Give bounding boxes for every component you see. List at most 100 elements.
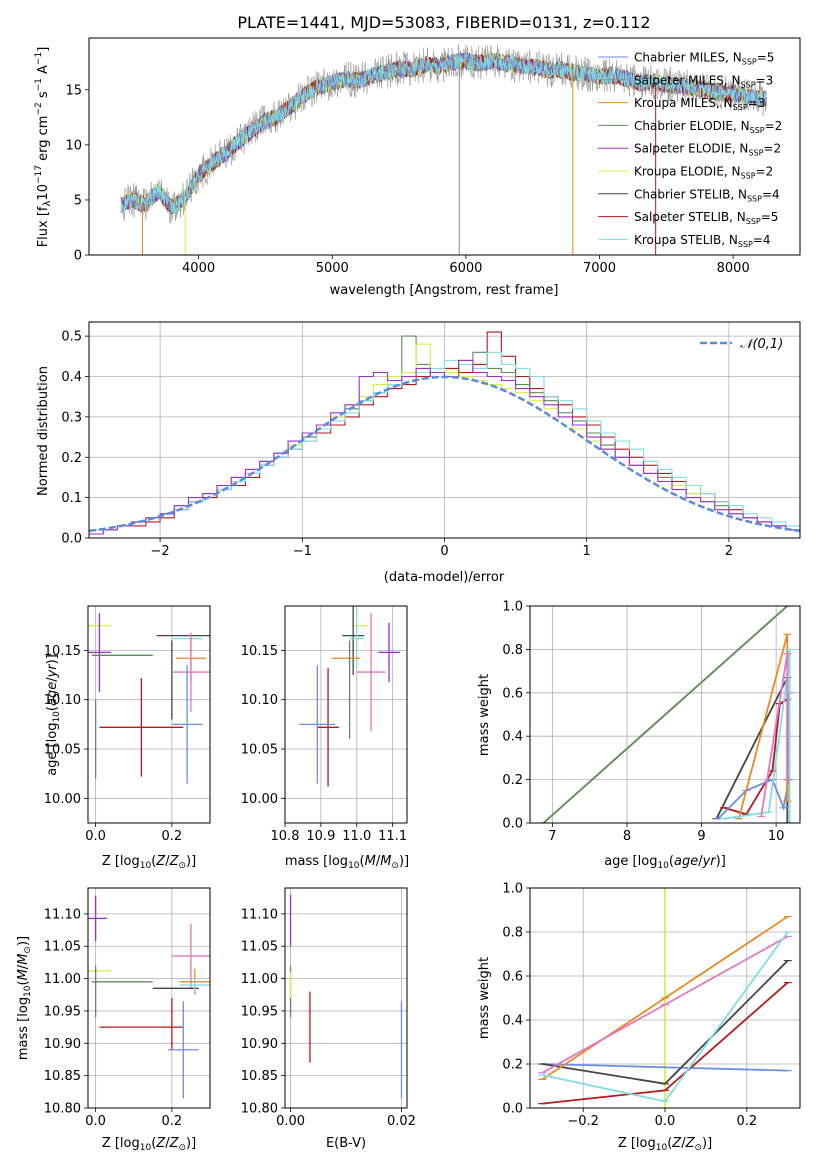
legend-count: =2 — [763, 142, 781, 156]
y-tick-label: 0.0 — [61, 532, 82, 547]
panel-mass-weight-age: 7 8 9 10 0.0 0.2 0.4 0.6 0.8 1.0 age [log10(age/y… — [477, 600, 801, 871]
legend-count: =5 — [761, 210, 779, 224]
axes-frame — [88, 321, 801, 539]
y-tick-label: 0.0 — [502, 1102, 523, 1117]
mass-weight-z-plot: −0.2 0.0 0.2 0.0 0.2 0.4 0.6 0.8 1.0 — [502, 882, 801, 1129]
mass-weight-age-plot: 7 8 9 10 0.0 0.2 0.4 0.6 0.8 1.0 — [502, 600, 801, 844]
y-tick-label: 10.85 — [241, 1069, 278, 1084]
mass-weight-line — [760, 653, 789, 817]
x-tick-label: 0.2 — [162, 829, 183, 844]
y-tick-label: 10.90 — [44, 1037, 81, 1052]
y-tick-label: 11.10 — [241, 907, 278, 922]
axes-frame — [284, 605, 408, 824]
y-tick-label: 15 — [65, 83, 82, 98]
histogram-step — [89, 359, 800, 535]
y-tick-label: 10.15 — [44, 644, 81, 659]
y-tick-label: 10.80 — [241, 1102, 278, 1117]
mass-weight-age-ylabel: mass weight — [477, 674, 492, 756]
mass-vs-z-plot: 0.0 0.2 10.80 10.85 10.90 10.95 11.00 11.05 11.1… — [44, 887, 211, 1129]
axes-frame — [529, 887, 801, 1109]
legend-subscript: SSP — [746, 217, 761, 226]
residuals-xlabel: (data-model)/error — [384, 570, 505, 585]
y-tick-label: 0.4 — [61, 370, 82, 385]
y-tick-label: 0.5 — [61, 330, 82, 345]
legend-label: Chabrier ELODIE, NSSP=2 — [634, 119, 782, 135]
legend-subscript: SSP — [741, 80, 756, 89]
spectrum-line — [120, 52, 767, 214]
x-tick-label: 9 — [697, 829, 705, 844]
y-tick-label: 0.1 — [61, 491, 82, 506]
y-tick-label: 11.00 — [44, 972, 81, 987]
y-tick-label: 10.05 — [44, 743, 81, 758]
spectrum-plot: 4000 5000 6000 7000 8000 0 5 10 15 — [65, 37, 801, 276]
x-tick-label: 0.2 — [736, 1114, 757, 1129]
residuals-plot: −2 −1 0 1 2 0.0 0.1 0.2 0.3 0.4 0.5 — [61, 321, 801, 559]
y-tick-label: 10.00 — [241, 792, 278, 807]
panel-age-vs-z: 0.0 0.2 10.00 10.05 10.10 10.15 Z [log10(Z/Z⊙… — [44, 605, 211, 871]
legend-label: Salpeter MILES, NSSP=3 — [634, 73, 773, 89]
x-tick-label: 0.02 — [387, 1114, 416, 1129]
x-tick-label: 10.8 — [271, 829, 300, 844]
legend-name: Chabrier ELODIE, N — [634, 119, 750, 133]
legend-label: Salpeter STELIB, NSSP=5 — [634, 210, 778, 226]
legend-label: Salpeter ELODIE, NSSP=2 — [634, 142, 781, 158]
legend-label: Chabrier MILES, NSSP=5 — [634, 51, 774, 67]
mass-vs-ebv-xlabel: E(B-V) — [326, 1136, 366, 1151]
x-tick-label: −1 — [293, 544, 312, 559]
y-tick-label: 0.3 — [61, 410, 82, 425]
x-tick-label: 0.2 — [162, 1114, 183, 1129]
mass-vs-z-ylabel: mass [log10(M/M⊙)] — [16, 936, 33, 1060]
y-tick-label: 0.2 — [502, 1058, 523, 1073]
panel-age-vs-mass: 10.8 10.9 11.0 11.1 10.00 10.05 10.10 10.15 mas… — [241, 605, 409, 871]
x-tick-label: 5000 — [316, 261, 349, 276]
x-tick-label: 2 — [725, 544, 733, 559]
y-tick-label: 0.2 — [502, 773, 523, 788]
x-tick-label: −0.2 — [567, 1114, 599, 1129]
legend-name: Salpeter MILES, N — [634, 73, 741, 87]
legend-label: Kroupa MILES, NSSP=3 — [634, 96, 765, 112]
y-tick-label: 10.10 — [241, 693, 278, 708]
legend-name: Chabrier MILES, N — [634, 51, 742, 65]
legend-name: Kroupa STELIB, N — [634, 233, 738, 247]
legend-subscript: SSP — [748, 149, 763, 158]
panel-residuals: −2 −1 0 1 2 0.0 0.1 0.2 0.3 0.4 0.5 (data-model)/e… — [36, 321, 801, 585]
y-tick-label: 1.0 — [502, 600, 523, 615]
normal-legend-label: 𝒩(0,1) — [740, 337, 783, 352]
y-tick-label: 11.05 — [241, 940, 278, 955]
y-tick-label: 11.05 — [44, 940, 81, 955]
x-tick-label: 0.0 — [85, 1114, 106, 1129]
age-vs-z-plot: 0.0 0.2 10.00 10.05 10.10 10.15 — [44, 605, 211, 844]
legend-count: =2 — [756, 165, 774, 179]
x-tick-label: 4000 — [182, 261, 215, 276]
y-tick-label: 0.8 — [502, 643, 523, 658]
panel-mass-vs-z: 0.0 0.2 10.80 10.85 10.90 10.95 11.00 11.05 11.1… — [16, 887, 211, 1153]
x-tick-label: 1 — [583, 544, 591, 559]
axes-frame — [87, 605, 211, 824]
legend-subscript: SSP — [738, 240, 753, 249]
x-tick-label: 0 — [440, 544, 448, 559]
mass-weight-z-xlabel: Z [log10(Z/Z⊙)] — [618, 1136, 712, 1153]
legend-subscript: SSP — [741, 172, 756, 181]
y-tick-label: 0.6 — [502, 970, 523, 985]
legend-count: =2 — [765, 119, 783, 133]
y-tick-label: 11.00 — [241, 972, 278, 987]
x-tick-label: 8000 — [717, 261, 750, 276]
y-tick-label: 10.80 — [44, 1102, 81, 1117]
panel-mass-vs-ebv: 0.00 0.02 10.80 10.85 10.90 10.95 11.00 11.05 11… — [241, 887, 416, 1151]
y-tick-label: 10.90 — [241, 1037, 278, 1052]
age-vs-z-xlabel: Z [log10(Z/Z⊙)] — [102, 854, 196, 871]
spectrum-line — [120, 52, 767, 215]
y-tick-label: 11.10 — [44, 907, 81, 922]
mass-vs-ebv-plot: 0.00 0.02 10.80 10.85 10.90 10.95 11.00 11.05 11… — [241, 887, 416, 1129]
legend-count: =5 — [757, 51, 775, 65]
y-tick-label: 10.00 — [44, 792, 81, 807]
y-tick-label: 0.4 — [502, 1014, 523, 1029]
figure-title: PLATE=1441, MJD=53083, FIBERID=0131, z=0… — [237, 13, 650, 32]
panel-spectrum: 4000 5000 6000 7000 8000 0 5 10 15 wavelength [A… — [34, 37, 801, 298]
mass-vs-z-xlabel: Z [log10(Z/Z⊙)] — [102, 1136, 196, 1153]
legend-name: Salpeter ELODIE, N — [634, 142, 748, 156]
normal-curve — [89, 375, 800, 533]
axes-frame — [284, 887, 408, 1109]
x-tick-label: 10.9 — [306, 829, 335, 844]
